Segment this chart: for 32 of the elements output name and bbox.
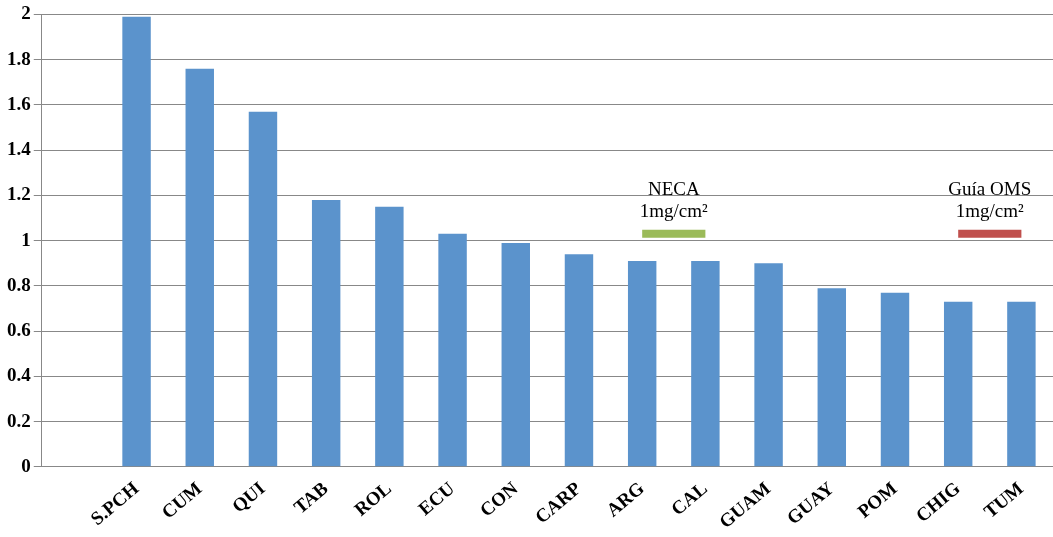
bar bbox=[438, 233, 467, 467]
y-tick-label: 0 bbox=[21, 454, 31, 476]
bar bbox=[754, 263, 783, 467]
bar bbox=[501, 242, 530, 467]
bar bbox=[248, 111, 278, 467]
bar bbox=[1007, 301, 1036, 467]
x-tick-label: CAL bbox=[666, 477, 712, 520]
series-label: NECA 1mg/cm² bbox=[639, 178, 709, 222]
x-tick-label: TAB bbox=[289, 477, 333, 518]
bar bbox=[691, 261, 720, 467]
y-tick-label: 0.6 bbox=[7, 319, 31, 341]
y-tick-label: 1 bbox=[21, 228, 31, 250]
bar bbox=[185, 68, 214, 467]
x-tick-label: QUI bbox=[227, 477, 269, 517]
y-tick-label: 0.4 bbox=[7, 364, 32, 386]
bar bbox=[122, 16, 151, 467]
y-tick-label: 2 bbox=[21, 2, 31, 24]
bar bbox=[627, 261, 657, 467]
y-tick-label: 1.4 bbox=[7, 138, 32, 160]
bar bbox=[880, 292, 910, 467]
bar bbox=[375, 206, 404, 467]
bar bbox=[817, 288, 847, 467]
bar bbox=[564, 254, 594, 467]
bar bbox=[311, 199, 341, 467]
series-label: Guía OMS 1mg/cm² bbox=[948, 178, 1032, 222]
y-tick-label: 1.8 bbox=[7, 47, 31, 69]
y-tick-label: 1.2 bbox=[7, 183, 31, 205]
y-tick-label: 1.6 bbox=[7, 92, 31, 114]
x-tick-label: ROL bbox=[350, 477, 396, 520]
y-tick-label: 0.8 bbox=[7, 273, 31, 295]
bar bbox=[943, 301, 973, 467]
y-tick-label: 0.2 bbox=[7, 409, 31, 431]
